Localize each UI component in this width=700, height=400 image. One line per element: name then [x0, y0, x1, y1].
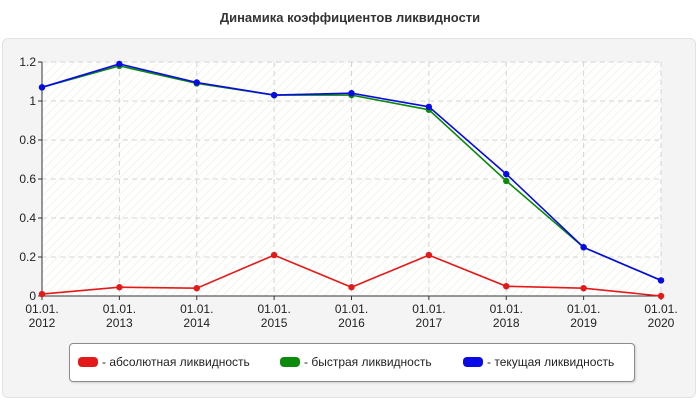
x-tick-label: 01.01. 2020 [644, 302, 677, 330]
x-tick-label-day: 01.01. [257, 302, 290, 316]
data-point-absolute-liquidity [580, 285, 587, 292]
data-point-absolute-liquidity [270, 251, 278, 259]
y-tick-label: 0.2 [19, 250, 36, 264]
y-tick-label: 0.4 [19, 211, 36, 225]
y-tick-label: 0.8 [19, 133, 36, 147]
data-point-absolute-liquidity [193, 285, 200, 292]
x-tick-label-day: 01.01. [567, 302, 600, 316]
legend-item-quick: - быстрая ликвидность [280, 355, 432, 369]
legend-swatch-absolute [78, 357, 98, 367]
y-tick-label: 0 [29, 289, 36, 303]
legend-label-current: - текущая ликвидность [487, 355, 615, 369]
x-tick-label: 01.01. 2012 [25, 302, 58, 330]
data-point-current-liquidity [348, 90, 355, 97]
x-tick-label: 01.01. 2016 [335, 302, 368, 330]
data-point-quick-liquidity [503, 177, 510, 185]
x-tick-label: 01.01. 2014 [180, 302, 213, 330]
legend-item-current: - текущая ликвидность [463, 355, 614, 369]
x-tick-label-day: 01.01. [490, 302, 523, 316]
x-tick-label-year: 2020 [648, 316, 675, 330]
legend-swatch-current [463, 357, 483, 367]
x-tick-label-year: 2017 [416, 316, 443, 330]
legend-label-quick: - быстрая ликвидность [304, 355, 432, 369]
legend-swatch-quick [280, 357, 300, 367]
data-point-current-liquidity [38, 84, 46, 91]
x-tick-label-day: 01.01. [103, 302, 136, 316]
x-tick-label: 01.01. 2017 [412, 302, 445, 330]
x-tick-label-year: 2014 [183, 316, 210, 330]
data-point-current-liquidity [270, 91, 278, 99]
x-tick-label-year: 2013 [106, 316, 133, 330]
x-tick-label-day: 01.01. [180, 302, 213, 316]
data-point-current-liquidity [193, 79, 200, 86]
data-point-current-liquidity [580, 244, 587, 251]
y-tick-label: 1 [29, 94, 36, 108]
x-tick-label: 01.01. 2015 [257, 302, 290, 330]
y-tick-label: 1.2 [19, 55, 36, 69]
x-tick-label-year: 2012 [29, 316, 56, 330]
x-tick-label-day: 01.01. [25, 302, 58, 316]
x-tick-label: 01.01. 2019 [567, 302, 600, 330]
data-point-current-liquidity [116, 60, 123, 68]
x-tick-label-year: 2019 [570, 316, 597, 330]
x-tick-label-day: 01.01. [335, 302, 368, 316]
legend-item-absolute: - абсолютная ликвидность [78, 355, 250, 369]
x-tick-label: 01.01. 2013 [103, 302, 136, 330]
data-point-current-liquidity [503, 170, 510, 178]
data-point-absolute-liquidity [425, 251, 433, 259]
data-point-absolute-liquidity [116, 284, 123, 291]
data-point-absolute-liquidity [503, 283, 510, 290]
y-tick-label: 0.6 [19, 172, 36, 186]
x-tick-label-day: 01.01. [412, 302, 445, 316]
x-tick-label-year: 2015 [261, 316, 288, 330]
x-tick-label-day: 01.01. [644, 302, 677, 316]
x-tick-label-year: 2018 [493, 316, 520, 330]
x-tick-label-year: 2016 [338, 316, 365, 330]
x-tick-label: 01.01. 2018 [490, 302, 523, 330]
data-point-absolute-liquidity [657, 292, 665, 300]
data-point-current-liquidity [425, 103, 433, 111]
legend: - абсолютная ликвидность - быстрая ликви… [69, 343, 635, 382]
legend-label-absolute: - абсолютная ликвидность [102, 355, 250, 369]
chart-title: Динамика коэффициентов ликвидности [219, 10, 481, 25]
data-point-absolute-liquidity [348, 284, 355, 291]
data-point-current-liquidity [657, 277, 665, 284]
data-point-absolute-liquidity [38, 290, 46, 298]
